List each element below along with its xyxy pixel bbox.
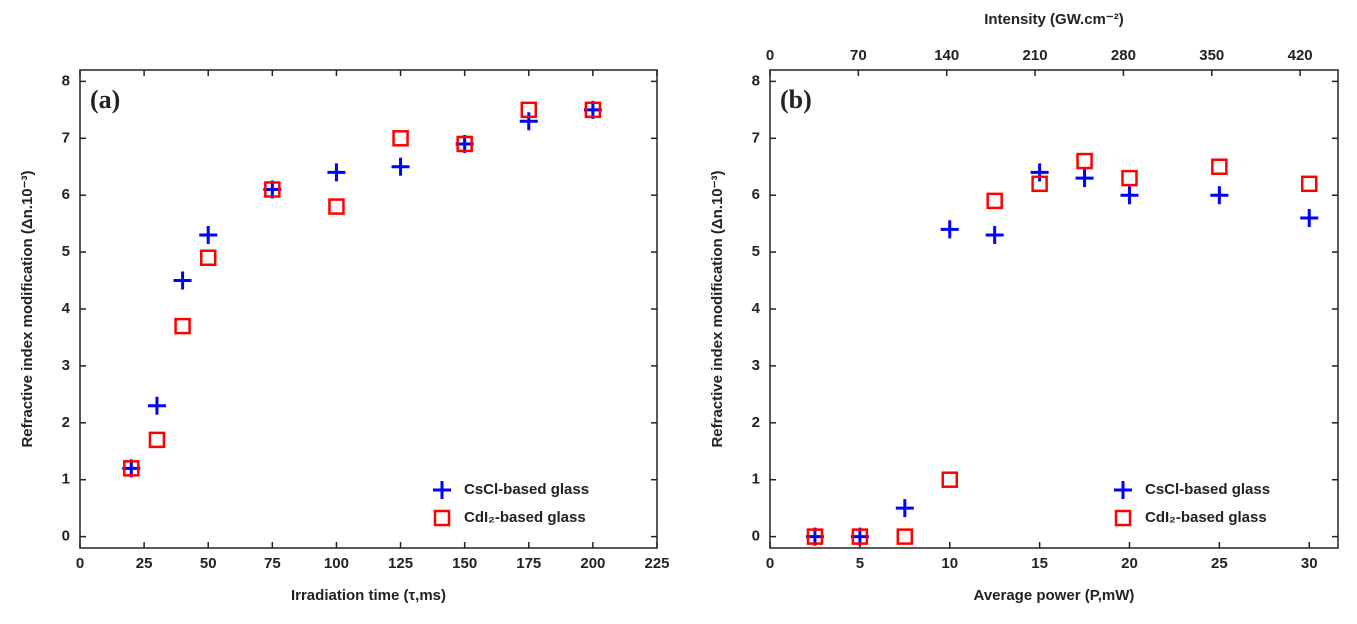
plus-marker	[433, 481, 451, 499]
y-axis-title: Refractive index modification (Δn.10⁻³)	[19, 170, 36, 447]
y-tick-label: 0	[752, 528, 760, 545]
y-tick-label: 1	[752, 471, 760, 488]
y-tick-label: 4	[62, 300, 71, 317]
y-tick-label: 7	[62, 129, 70, 146]
legend-label: CsCl-based glass	[1145, 481, 1270, 498]
square-marker	[328, 198, 345, 215]
square-marker	[806, 528, 824, 545]
square-marker	[199, 249, 217, 267]
plus-marker	[147, 396, 166, 415]
x-tick-label: 175	[516, 555, 541, 572]
square-marker	[584, 101, 602, 119]
x2-axis-title: Intensity (GW.cm⁻²)	[984, 11, 1124, 28]
y-tick-label: 7	[752, 129, 760, 146]
x2-tick-label: 0	[766, 47, 774, 64]
x-tick-label: 0	[76, 555, 84, 572]
y-tick-label: 5	[62, 243, 70, 260]
x2-tick-label: 210	[1023, 47, 1048, 64]
y-tick-label: 0	[62, 528, 70, 545]
y-tick-label: 8	[752, 72, 760, 89]
square-marker	[1076, 152, 1093, 170]
y-tick-label: 1	[62, 471, 70, 488]
y-tick-label: 4	[752, 300, 761, 317]
x-tick-label: 10	[941, 555, 958, 572]
y-axis-title: Refractive index modification (Δn.10⁻³)	[709, 170, 726, 447]
plus-marker	[895, 499, 914, 518]
x-tick-label: 100	[324, 555, 349, 572]
square-marker	[986, 192, 1003, 210]
x-tick-label: 0	[766, 555, 774, 572]
square-marker	[1121, 169, 1138, 187]
plus-marker	[1114, 481, 1132, 499]
plus-marker	[1120, 186, 1139, 205]
y-tick-label: 2	[62, 414, 70, 431]
plus-marker	[519, 112, 538, 131]
square-marker	[520, 101, 538, 119]
x-tick-label: 25	[136, 555, 153, 572]
x-tick-label: 50	[200, 555, 217, 572]
plot-frame	[769, 69, 1339, 549]
x2-tick-label: 280	[1111, 47, 1136, 64]
square-marker	[456, 135, 473, 153]
plus-marker	[985, 226, 1004, 245]
x-tick-label: 5	[856, 555, 864, 572]
square-marker	[433, 509, 451, 527]
plus-marker	[1030, 163, 1049, 182]
y-tick-label: 6	[62, 186, 70, 203]
x-tick-label: 225	[644, 555, 669, 572]
x-tick-label: 200	[580, 555, 605, 572]
square-marker	[392, 130, 409, 147]
panel-label: (a)	[90, 85, 120, 114]
square-marker	[1211, 158, 1228, 175]
x-tick-label: 25	[1211, 555, 1228, 572]
x2-tick-label: 350	[1199, 47, 1224, 64]
plus-marker	[1075, 169, 1094, 188]
y-tick-label: 3	[752, 357, 760, 374]
square-marker	[851, 528, 869, 545]
x-axis-title: Average power (P,mW)	[974, 587, 1135, 604]
panel-label: (b)	[780, 85, 812, 114]
square-marker	[1300, 175, 1318, 193]
x-tick-label: 30	[1301, 555, 1318, 572]
legend-label: CdI₂-based glass	[1145, 509, 1267, 526]
square-marker	[896, 528, 914, 545]
y-tick-label: 5	[752, 243, 760, 260]
x-tick-label: 20	[1121, 555, 1138, 572]
legend-label: CsCl-based glass	[464, 481, 589, 498]
y-tick-label: 2	[752, 414, 760, 431]
square-marker	[264, 181, 281, 198]
square-marker	[1031, 175, 1048, 193]
x-tick-label: 15	[1031, 555, 1048, 572]
plus-marker	[1300, 208, 1319, 227]
plus-marker	[173, 271, 192, 290]
square-marker	[174, 317, 191, 335]
x-axis-title: Irradiation time (τ,ms)	[291, 587, 446, 604]
square-marker	[1114, 509, 1132, 527]
x2-tick-label: 140	[934, 47, 959, 64]
plus-marker	[1210, 186, 1229, 205]
plus-marker	[940, 220, 959, 239]
plus-marker	[199, 226, 218, 245]
y-tick-label: 3	[62, 357, 70, 374]
plus-marker	[327, 163, 346, 182]
square-marker	[123, 460, 140, 477]
x-tick-label: 125	[388, 555, 413, 572]
x-tick-label: 150	[452, 555, 477, 572]
legend-label: CdI₂-based glass	[464, 509, 586, 526]
plus-marker	[391, 157, 410, 176]
x2-tick-label: 70	[850, 47, 867, 64]
y-tick-label: 8	[62, 72, 70, 89]
plot-frame	[79, 69, 658, 549]
square-marker	[941, 471, 958, 488]
y-tick-label: 6	[752, 186, 760, 203]
x2-tick-label: 420	[1288, 47, 1313, 64]
square-marker	[148, 431, 166, 449]
x-tick-label: 75	[264, 555, 281, 572]
